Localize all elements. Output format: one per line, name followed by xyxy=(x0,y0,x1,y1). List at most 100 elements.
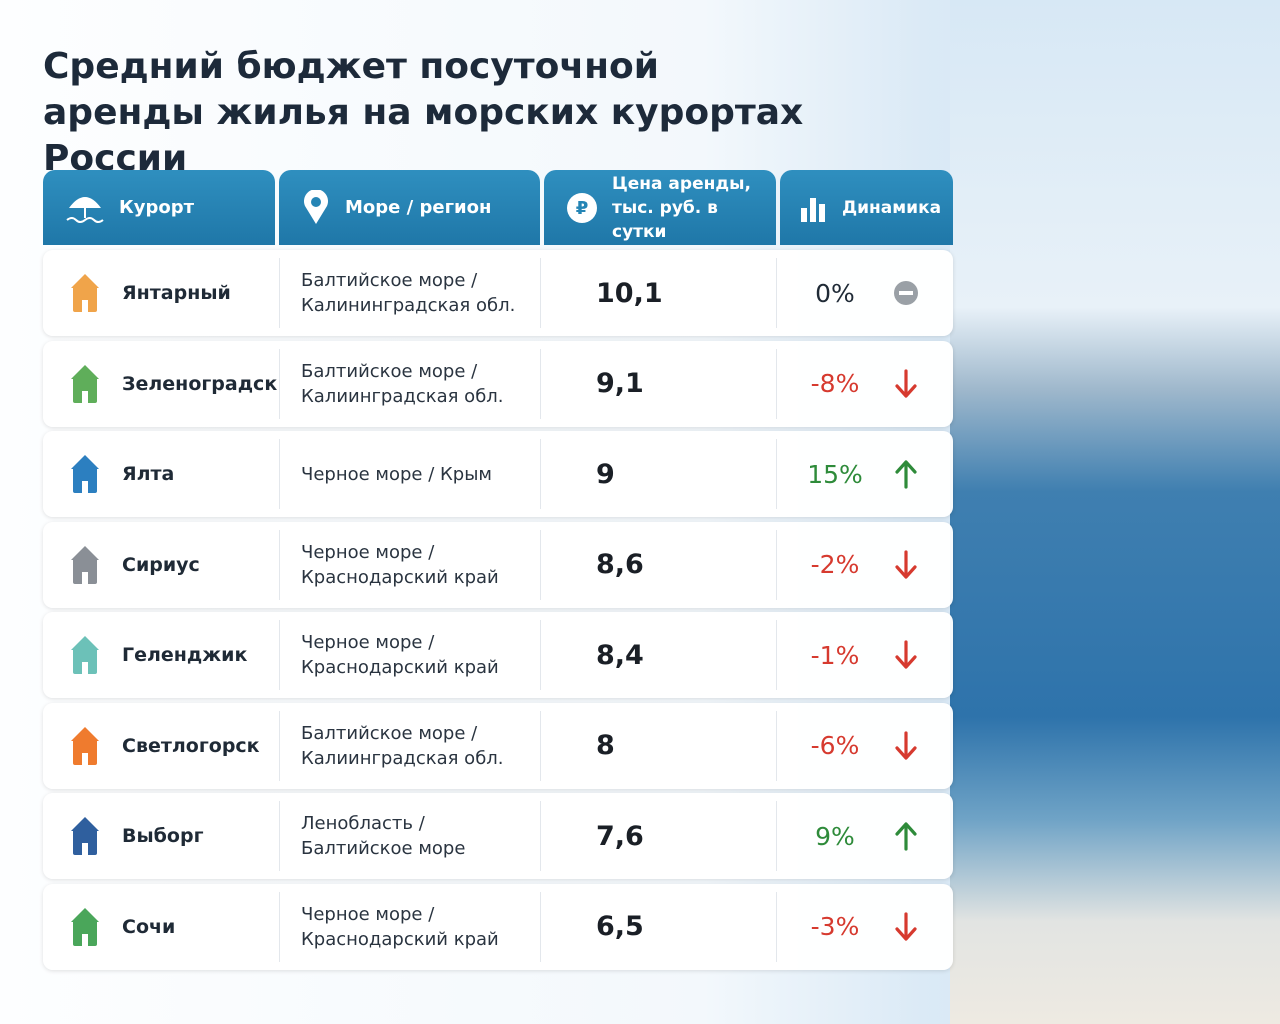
icon-shape xyxy=(73,467,97,493)
price: 10,1 xyxy=(596,277,663,309)
ruble-icon: ₽ xyxy=(567,192,597,223)
column-separator xyxy=(279,529,280,600)
column-separator xyxy=(279,620,280,690)
resort-name: Сириус xyxy=(122,553,200,576)
icon-shape xyxy=(73,376,97,403)
column-separator xyxy=(776,710,777,781)
umbrella-icon xyxy=(66,196,104,223)
resort-icon xyxy=(71,545,99,584)
icon-shape xyxy=(73,829,97,855)
header-cell: Курорт xyxy=(43,170,275,245)
region: Черное море / Краснодарский край xyxy=(301,632,499,678)
title: Средний бюджет посуточной аренды жилья н… xyxy=(43,46,804,179)
icon-shape xyxy=(73,919,97,946)
resort-name: Янтарный xyxy=(122,282,231,304)
header-cell: ₽ Цена аренды, тыс. руб. в сутки xyxy=(544,170,776,245)
resort-icon xyxy=(71,817,99,855)
table-row: Зеленоградск Балтийское море / Калиинград… xyxy=(43,340,953,427)
column-separator xyxy=(776,891,777,962)
header-cell: Море / регион xyxy=(279,170,540,245)
trend-icon xyxy=(895,730,917,760)
table-row: Выборг Ленобласть / Балтийское море 7,6 9% xyxy=(43,793,953,879)
icon-shape xyxy=(71,726,99,741)
icon-shape xyxy=(71,907,99,922)
trend-icon xyxy=(895,460,917,489)
column-header: Цена аренды, тыс. руб. в сутки xyxy=(612,173,751,242)
column-separator xyxy=(279,801,280,871)
column-separator xyxy=(540,348,541,419)
resort-name: Зеленоградск xyxy=(122,372,278,395)
icon-shape xyxy=(82,300,88,312)
table-row: Сочи Черное море / Краснодарский край 6,5 -… xyxy=(43,883,953,970)
price: 9,1 xyxy=(596,368,644,399)
change: -6% xyxy=(810,731,860,760)
column-separator xyxy=(279,439,280,509)
price: 6,5 xyxy=(596,911,644,942)
column-separator xyxy=(279,891,280,962)
region: Черное море / Крым xyxy=(301,463,493,485)
column-separator xyxy=(540,620,541,690)
icon-shape xyxy=(71,455,99,469)
trend-icon xyxy=(895,549,917,579)
change: -2% xyxy=(810,550,860,579)
price: 8,4 xyxy=(596,639,644,671)
icon-shape xyxy=(82,752,88,765)
resort-icon xyxy=(71,455,99,493)
column-separator xyxy=(776,529,777,600)
table-row: Янтарный Балтийское море / Калининградска… xyxy=(43,250,953,336)
column-separator xyxy=(279,348,280,419)
icon-shape xyxy=(71,817,99,831)
resort-name: Выборг xyxy=(122,825,204,847)
column-header: Море / регион xyxy=(345,196,492,218)
icon-shape xyxy=(73,648,97,674)
icon-shape xyxy=(82,390,88,403)
icon-shape xyxy=(71,545,99,560)
column-separator xyxy=(540,258,541,328)
column-header: Динамика xyxy=(842,197,942,218)
resort-name: Ялта xyxy=(122,463,175,485)
trend-shape xyxy=(895,822,917,851)
trend-shape xyxy=(899,291,913,295)
table-row: Ялта Черное море / Крым 9 15% xyxy=(43,431,953,517)
column-separator xyxy=(540,710,541,781)
resort-icon xyxy=(71,726,99,765)
change: 0% xyxy=(815,278,855,308)
svg-text:₽: ₽ xyxy=(576,198,589,219)
price: 8,6 xyxy=(596,549,644,580)
column-separator xyxy=(540,439,541,509)
region: Балтийское море / Калининградская обл. xyxy=(301,270,516,316)
price: 9 xyxy=(596,458,615,490)
column-separator xyxy=(279,258,280,328)
icon-shape xyxy=(82,933,88,946)
table-row: Сириус Черное море / Краснодарский край 8,… xyxy=(43,521,953,608)
column-header: Курорт xyxy=(119,196,195,218)
resort-name: Сочи xyxy=(122,915,176,938)
trend-icon xyxy=(895,822,917,851)
region: Черное море / Краснодарский край xyxy=(301,541,499,588)
icon-shape xyxy=(73,738,97,765)
icon-shape xyxy=(82,571,88,584)
change: -1% xyxy=(810,640,860,670)
trend-shape xyxy=(895,730,917,760)
column-separator xyxy=(540,891,541,962)
trend-shape xyxy=(895,368,917,398)
resort-name: Светлогорск xyxy=(122,734,260,757)
icon-shape xyxy=(71,274,99,288)
icon-shape xyxy=(82,843,88,855)
column-separator xyxy=(540,801,541,871)
bars-icon xyxy=(801,197,825,222)
resort-name: Геленджик xyxy=(122,644,248,666)
column-separator xyxy=(279,710,280,781)
region: Балтийское море / Калиинградская обл. xyxy=(301,722,504,769)
resort-icon xyxy=(71,364,99,403)
change: 15% xyxy=(807,459,863,489)
resort-icon xyxy=(71,636,99,674)
icon-shape xyxy=(73,286,97,312)
region: Балтийское море / Калиинградская обл. xyxy=(301,360,504,407)
column-separator xyxy=(776,801,777,871)
table-row: Светлогорск Балтийское море / Калиинградс… xyxy=(43,702,953,789)
trend-shape xyxy=(895,911,917,941)
trend-icon xyxy=(895,911,917,941)
